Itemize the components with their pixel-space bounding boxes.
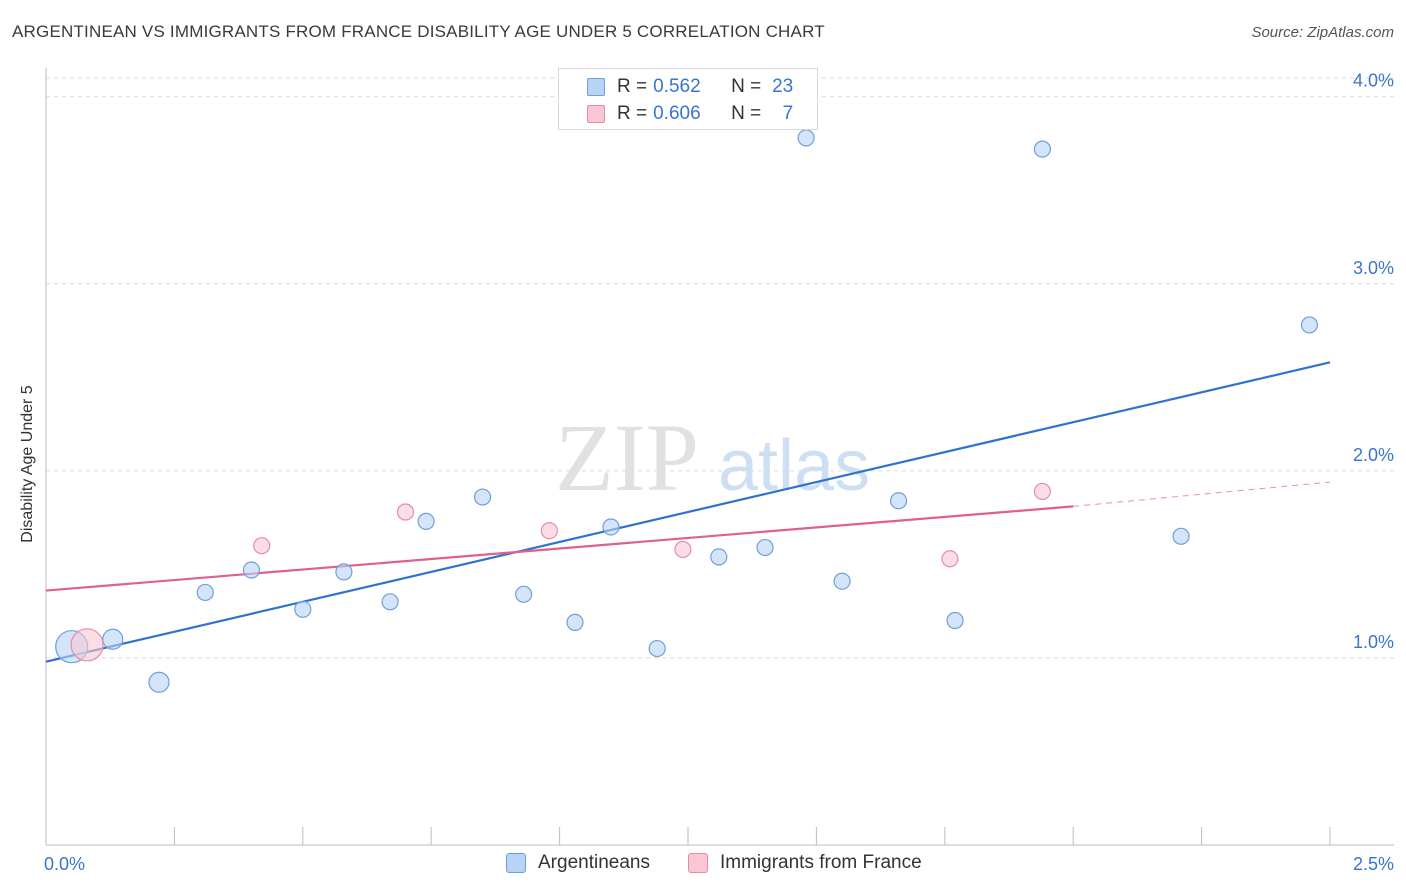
point-argentineans (756, 538, 774, 557)
point-argentineans (648, 639, 666, 658)
point-argentineans (242, 561, 261, 579)
legend-swatch-pink (688, 853, 708, 873)
point-argentineans (946, 611, 964, 630)
series-legend: Argentineans Immigrants from France (0, 852, 1406, 878)
point-argentineans (566, 613, 584, 631)
point-argentineans (797, 129, 815, 147)
point-argentineans (602, 518, 620, 536)
axes (45, 68, 1394, 846)
point-argentineans (1300, 316, 1319, 334)
point-france (253, 537, 271, 555)
legend-row-france: R = 0.606 N = 7 (587, 103, 793, 125)
watermark-zip: ZIP (555, 404, 699, 511)
y-tick-label: 1.0% (1353, 632, 1394, 652)
y-axis-label: Disability Age Under 5 (19, 385, 36, 543)
legend-item-argentineans[interactable]: Argentineans (506, 852, 650, 874)
legend-r-label: R = (617, 103, 648, 124)
point-france (941, 550, 959, 568)
trend-line-argentineans (45, 361, 1331, 663)
point-argentineans (294, 600, 312, 618)
legend-n-value: 7 (782, 103, 794, 124)
legend-label-argentineans: Argentineans (538, 852, 650, 873)
watermark: ZIP atlas (555, 404, 870, 511)
tick-labels: 1.0% 2.0% 3.0% 4.0% 0.0% 2.5% (44, 71, 1394, 874)
point-france (1033, 482, 1051, 501)
y-tick-label: 4.0% (1353, 71, 1394, 91)
y-tick-label: 2.0% (1353, 445, 1394, 465)
legend-r-label: R = (617, 76, 648, 97)
point-france (396, 503, 415, 521)
point-argentineans (473, 488, 492, 506)
correlation-legend: R = 0.562 N = 23 R = 0.606 N = 7 (558, 68, 818, 130)
point-argentineans (1172, 527, 1190, 545)
x-tick-label: 0.0% (44, 854, 85, 874)
point-argentineans (1033, 140, 1051, 158)
point-argentineans (381, 593, 399, 611)
legend-item-france[interactable]: Immigrants from France (688, 852, 922, 874)
legend-r-value: 0.606 (653, 103, 701, 124)
trend-lines (45, 361, 1331, 663)
point-argentineans (515, 585, 533, 603)
point-argentineans (148, 671, 170, 693)
point-argentineans (889, 492, 908, 510)
x-tick-label: 2.5% (1353, 854, 1394, 874)
legend-swatch-blue (587, 78, 605, 96)
point-argentineans (335, 563, 353, 581)
point-france (674, 540, 692, 559)
legend-swatch-pink (587, 105, 605, 123)
legend-swatch-blue (506, 853, 526, 873)
legend-n-label: N = (731, 103, 762, 124)
watermark-atlas: atlas (718, 426, 870, 506)
legend-label-france: Immigrants from France (720, 852, 922, 873)
point-argentineans (833, 572, 851, 590)
y-tick-label: 3.0% (1353, 258, 1394, 278)
point-argentineans (417, 512, 435, 530)
point-argentineans (196, 583, 214, 602)
point-argentineans (710, 548, 728, 566)
legend-n-label: N = (731, 76, 762, 97)
legend-row-argentineans: R = 0.562 N = 23 (587, 76, 793, 98)
source-label: Source: ZipAtlas.com (1251, 24, 1394, 41)
trend-extension-france (1073, 481, 1331, 507)
trend-line-france (45, 505, 1074, 592)
legend-n-value: 23 (772, 76, 794, 97)
legend-r-value: 0.562 (653, 76, 701, 97)
point-france (540, 522, 558, 540)
point-france (70, 628, 104, 662)
data-points (55, 129, 1319, 693)
chart-title: ARGENTINEAN VS IMMIGRANTS FROM FRANCE DI… (12, 22, 825, 41)
point-argentineans (102, 628, 124, 650)
